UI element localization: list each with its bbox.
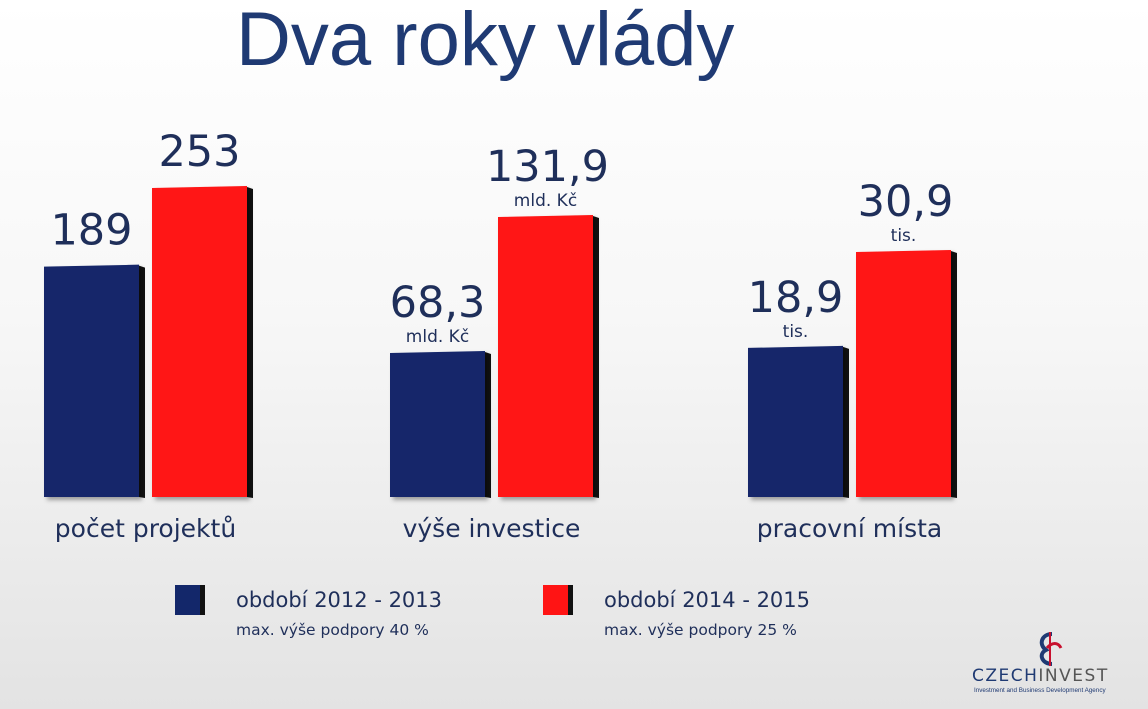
unit-label: tis. [891,226,917,246]
value-label: 253 [158,127,240,177]
category-label: výše investice [403,514,581,543]
unit-label: tis. [783,322,809,342]
unit-label: mld. Kč [406,327,469,347]
logo-text-czech: CZECH [972,666,1039,686]
bar-side-1-2 [951,251,957,498]
value-label: 68,3 [390,278,486,328]
legend-label: období 2014 - 2015 [604,588,811,612]
category-label: počet projektů [55,514,236,543]
bar-navy-2 [748,345,843,497]
bar-navy-0 [44,264,139,497]
bar-red-2 [856,250,951,497]
unit-label: mld. Kč [514,191,577,211]
value-label: 30,9 [858,177,954,227]
bar-red-1 [498,215,593,497]
bar-side-0-0 [139,265,145,498]
logo-text: CZECHINVEST [972,666,1109,686]
category-label: pracovní místa [757,514,943,543]
bar-red-0 [152,186,247,497]
value-label: 18,9 [748,273,844,323]
value-label: 189 [50,206,132,256]
bar-side-0-1 [485,351,491,498]
value-label: 131,9 [486,142,609,192]
legend-sub: max. výše podpory 25 % [604,621,797,639]
legend-swatch-red [543,585,573,615]
legend-label: období 2012 - 2013 [236,588,443,612]
bar-side-0-2 [843,346,849,498]
logo-subtitle: Investment and Business Development Agen… [974,687,1106,694]
bar-navy-1 [390,350,485,497]
bar-side-1-1 [593,216,599,498]
logo-text-invest: INVEST [1038,666,1109,686]
logo-emblem-icon [1039,632,1063,666]
legend-swatch-navy [175,585,205,615]
legend-sub: max. výše podpory 40 % [236,621,429,639]
bar-side-1-0 [247,187,253,498]
czechinvest-logo: CZECHINVEST Investment and Business Deve… [968,628,1128,704]
slide-title: Dva roky vlády [236,0,735,82]
